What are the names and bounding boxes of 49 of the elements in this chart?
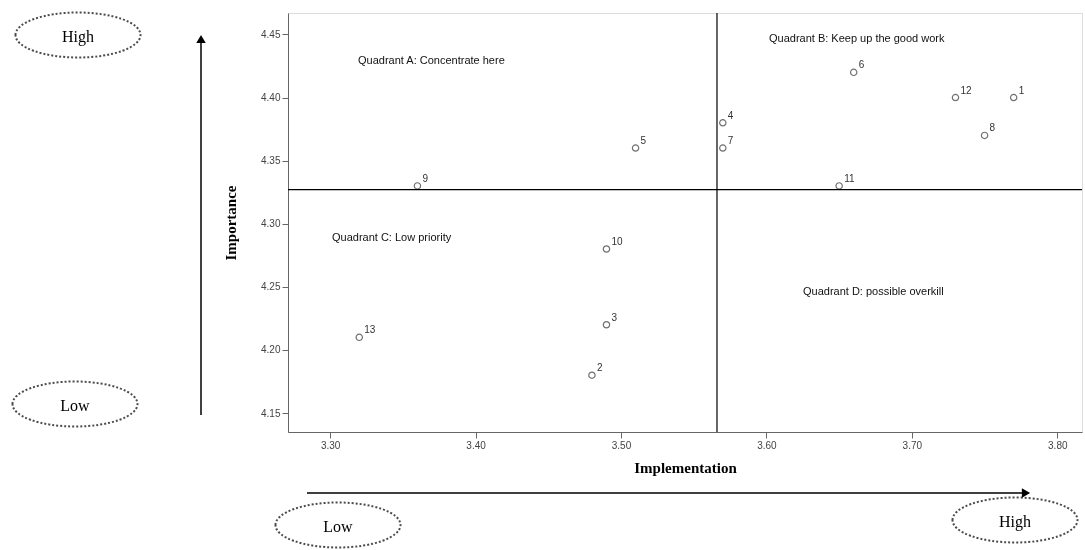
- annotation: 13: [364, 324, 376, 336]
- point: [631, 144, 640, 152]
- annotation: 1: [1018, 84, 1025, 96]
- annotation: 5: [640, 135, 647, 147]
- point: [355, 333, 364, 342]
- point: [951, 93, 960, 102]
- annotation: Quadrant B: Keep up the good work: [769, 32, 946, 44]
- point: [835, 182, 843, 190]
- annotation: 11: [844, 172, 855, 184]
- y-tick-label: 4.25: [261, 281, 281, 293]
- annotation: 10: [611, 236, 624, 247]
- y-tick-label: 4.15: [261, 407, 281, 419]
- point: [1009, 93, 1018, 102]
- point: [719, 144, 727, 152]
- point: [413, 182, 422, 190]
- point: [719, 119, 727, 127]
- annotation: Quadrant D: possible overkill: [803, 285, 944, 297]
- x-tick-label: 3.60: [757, 439, 778, 451]
- annotation: 2: [596, 362, 603, 374]
- x-tick-label: 3.40: [466, 439, 487, 451]
- y-tick-label: 4.40: [261, 92, 281, 104]
- annotation: 8: [989, 122, 996, 134]
- x-axis-title: Implementation: [634, 459, 738, 476]
- point: [849, 68, 858, 77]
- x-tick-label: 3.50: [611, 439, 632, 451]
- text: Low: [60, 397, 91, 414]
- annotation: Quadrant A: Concentrate here: [358, 54, 505, 66]
- y-tick-label: 4.30: [261, 218, 281, 230]
- y-tick-label: 4.45: [261, 28, 281, 40]
- annotation: 4: [727, 109, 734, 121]
- text: High: [999, 513, 1031, 531]
- y-tick-label: 4.20: [261, 344, 281, 356]
- annotation: 9: [422, 172, 429, 184]
- x-tick-label: 3.70: [902, 439, 923, 451]
- annotation: 6: [858, 59, 865, 71]
- annotation: Quadrant C: Low priority: [332, 231, 452, 243]
- point: [588, 371, 596, 379]
- text: High: [62, 28, 94, 46]
- y-tick-label: 4.35: [261, 155, 281, 167]
- point: [602, 245, 611, 253]
- point: [602, 320, 611, 329]
- x-tick-label: 3.30: [320, 439, 341, 451]
- annotation: 3: [611, 311, 618, 323]
- point: [980, 131, 989, 140]
- text: Low: [323, 518, 354, 535]
- annotation: 7: [727, 135, 734, 147]
- annotation: 12: [960, 84, 973, 96]
- y-axis-title: Importance: [223, 185, 240, 261]
- x-tick-label: 3.80: [1048, 439, 1068, 451]
